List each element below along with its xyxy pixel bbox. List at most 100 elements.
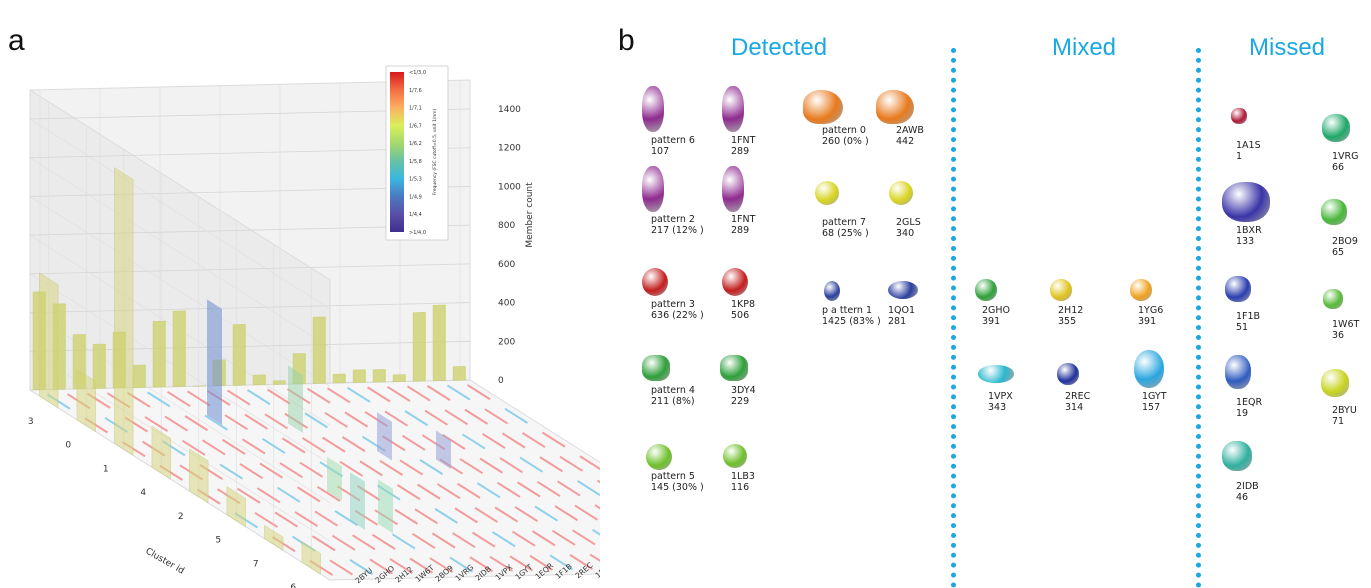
missed-structure-icon	[1321, 369, 1349, 397]
floor-cell	[434, 507, 459, 524]
structure-name: 1LB3	[731, 471, 755, 482]
pdb-structure-icon	[889, 181, 913, 205]
floor-cell	[481, 432, 506, 449]
floor-cell	[496, 481, 521, 498]
pdb-wall-bar	[233, 324, 246, 386]
floor-cell	[574, 504, 599, 521]
floor-cell	[534, 505, 559, 522]
floor-cell	[304, 412, 329, 429]
structure-name: 2BO9	[1332, 236, 1358, 247]
z-tick-label: 400	[498, 299, 515, 309]
z-tick-label: 0	[498, 376, 504, 386]
mixed-structure-icon	[1057, 363, 1079, 385]
floor-cell	[186, 390, 211, 407]
mixed-structure-icon	[1134, 350, 1164, 388]
x-tick-label: 4	[140, 488, 146, 498]
floor-cell	[236, 487, 261, 504]
floor-cell	[579, 455, 600, 471]
colorbar-tick-label: 1/6,7	[409, 123, 422, 129]
floor-cell	[164, 415, 189, 432]
x-tick-label: 0	[65, 441, 71, 451]
floor-cell	[351, 534, 376, 551]
x-tick-label: 6	[290, 583, 296, 588]
floating-panel	[327, 456, 342, 501]
pdb-structure-icon	[722, 166, 744, 212]
pdb-label: 1KP8 506	[731, 299, 755, 321]
floor-cell	[556, 480, 581, 497]
missed-structure-icon	[1322, 114, 1350, 142]
mixed-structure-icon	[1050, 279, 1072, 301]
panel-a-letter: a	[8, 24, 25, 57]
structure-name: 2H12	[1058, 305, 1084, 316]
x-tick-label: 1	[103, 464, 109, 474]
pattern-label: pattern 6 107	[651, 135, 695, 157]
floor-cell	[254, 511, 279, 528]
pdb-structure-icon	[722, 86, 744, 132]
structure-name: pattern 5	[651, 471, 695, 482]
floor-cell	[539, 456, 564, 473]
mixed-label: 2REC 314	[1065, 391, 1090, 413]
cluster-bar-5	[226, 486, 246, 528]
colorbar-tick-label: 1/6,2	[409, 141, 422, 147]
pdb-wall-bar	[133, 364, 146, 388]
cluster-bar-1	[114, 167, 134, 456]
structure-name: pattern 0	[822, 125, 866, 136]
floor-cell	[509, 555, 534, 572]
floor-cell	[469, 556, 494, 573]
floor-cell	[479, 457, 504, 474]
z-gridline	[29, 263, 471, 275]
floor-cell	[266, 388, 291, 405]
divider-mixed-missed	[1196, 48, 1201, 588]
floor-cell	[409, 557, 434, 574]
pattern-label: pattern 3 636 (22% )	[651, 299, 704, 321]
floor-cell	[471, 531, 496, 548]
floor-cell	[501, 432, 526, 449]
mixed-structure-icon	[975, 279, 997, 301]
floor-cell	[536, 480, 561, 497]
floor-cell	[321, 436, 346, 453]
missed-label: 1W6T 36	[1332, 319, 1360, 341]
structure-count: 1425 (83% )	[822, 315, 881, 327]
colorbar-tick-label: 1/7,1	[409, 106, 422, 112]
floor-cell	[261, 437, 286, 454]
floor-cell	[514, 506, 539, 523]
floor-cell	[324, 411, 349, 428]
floor-cell	[386, 385, 411, 402]
floor-cell	[424, 409, 449, 426]
missed-label: 1EQR 19	[1236, 397, 1262, 419]
missed-label: 2BYU 71	[1332, 405, 1357, 427]
structure-count: 281	[888, 315, 907, 327]
x-tick-label: 7	[253, 559, 259, 569]
structure-count: 157	[1142, 401, 1161, 413]
floor-cell	[294, 511, 319, 528]
pattern-density-icon	[642, 166, 664, 212]
floor-cell	[426, 385, 451, 401]
floor-cell	[456, 482, 481, 499]
mixed-label: 2H12 355	[1058, 305, 1084, 327]
pdb-wall-bar	[193, 385, 206, 387]
pattern-label: pattern 5 145 (30% )	[651, 471, 704, 493]
floating-panel	[436, 430, 451, 469]
pattern-density-icon	[642, 86, 664, 132]
floor-cell	[264, 413, 289, 430]
floor-cell	[359, 460, 384, 477]
structure-count: 217 (12% )	[651, 224, 704, 236]
floor-cell	[329, 559, 354, 576]
pattern-density-icon	[824, 281, 840, 301]
structure-count: 66	[1332, 161, 1345, 173]
floor-cell	[296, 486, 321, 503]
pdb-label: 1FNT 289	[731, 214, 755, 236]
structure-name: 1W6T	[1332, 319, 1360, 330]
floor-cell	[146, 391, 171, 408]
floor-cell	[449, 556, 474, 573]
floor-cell	[431, 532, 456, 549]
pattern-label: pattern 7 68 (25% )	[822, 217, 869, 239]
floor-cell	[349, 559, 374, 575]
structure-count: 289	[731, 145, 750, 157]
floor-cell	[451, 532, 476, 549]
missed-structure-icon	[1222, 441, 1252, 471]
z-tick-label: 1200	[498, 144, 521, 154]
structure-count: 145 (30% )	[651, 481, 704, 493]
structure-count: 314	[1065, 401, 1084, 413]
